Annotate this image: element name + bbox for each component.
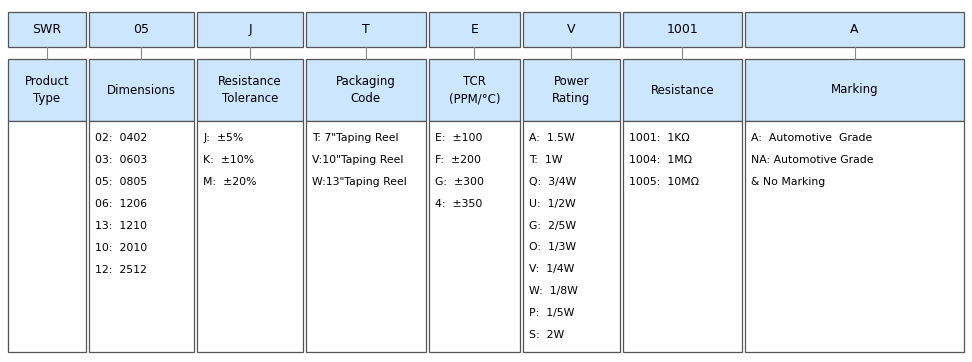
Text: SWR: SWR bbox=[32, 23, 61, 36]
FancyBboxPatch shape bbox=[8, 121, 86, 352]
Text: V: V bbox=[567, 23, 575, 36]
FancyBboxPatch shape bbox=[8, 12, 86, 47]
Text: G:  2/5W: G: 2/5W bbox=[529, 220, 576, 231]
Text: J: J bbox=[248, 23, 252, 36]
FancyBboxPatch shape bbox=[429, 59, 520, 121]
Text: E: E bbox=[470, 23, 478, 36]
FancyBboxPatch shape bbox=[746, 12, 964, 47]
FancyBboxPatch shape bbox=[306, 59, 426, 121]
Text: O:  1/3W: O: 1/3W bbox=[529, 243, 576, 252]
Text: M:  ±20%: M: ±20% bbox=[203, 177, 257, 187]
Text: T:  1W: T: 1W bbox=[529, 155, 563, 165]
FancyBboxPatch shape bbox=[429, 121, 520, 352]
FancyBboxPatch shape bbox=[88, 12, 194, 47]
Text: Resistance: Resistance bbox=[650, 84, 714, 97]
FancyBboxPatch shape bbox=[622, 12, 743, 47]
FancyBboxPatch shape bbox=[523, 121, 619, 352]
Text: V:  1/4W: V: 1/4W bbox=[529, 264, 574, 274]
Text: E:  ±100: E: ±100 bbox=[434, 133, 482, 143]
FancyBboxPatch shape bbox=[197, 12, 303, 47]
FancyBboxPatch shape bbox=[306, 12, 426, 47]
FancyBboxPatch shape bbox=[622, 121, 743, 352]
Text: 05:  0805: 05: 0805 bbox=[94, 177, 147, 187]
FancyBboxPatch shape bbox=[88, 121, 194, 352]
Text: 12:  2512: 12: 2512 bbox=[94, 265, 147, 275]
FancyBboxPatch shape bbox=[88, 59, 194, 121]
Text: F:  ±200: F: ±200 bbox=[434, 155, 480, 165]
Text: Packaging
Code: Packaging Code bbox=[335, 75, 396, 105]
FancyBboxPatch shape bbox=[8, 59, 86, 121]
Text: 05: 05 bbox=[133, 23, 150, 36]
Text: Product
Type: Product Type bbox=[24, 75, 69, 105]
Text: A:  Automotive  Grade: A: Automotive Grade bbox=[751, 133, 873, 143]
FancyBboxPatch shape bbox=[306, 121, 426, 352]
FancyBboxPatch shape bbox=[429, 12, 520, 47]
Text: Dimensions: Dimensions bbox=[107, 84, 176, 97]
Text: 03:  0603: 03: 0603 bbox=[94, 155, 147, 165]
Text: W:  1/8W: W: 1/8W bbox=[529, 286, 578, 296]
FancyBboxPatch shape bbox=[197, 121, 303, 352]
Text: 1001: 1001 bbox=[667, 23, 698, 36]
Text: 10:  2010: 10: 2010 bbox=[94, 243, 147, 253]
Text: Power
Rating: Power Rating bbox=[552, 75, 591, 105]
FancyBboxPatch shape bbox=[523, 12, 619, 47]
FancyBboxPatch shape bbox=[622, 59, 743, 121]
Text: 02:  0402: 02: 0402 bbox=[94, 133, 147, 143]
Text: Resistance
Tolerance: Resistance Tolerance bbox=[219, 75, 282, 105]
Text: J:  ±5%: J: ±5% bbox=[203, 133, 244, 143]
Text: 4:  ±350: 4: ±350 bbox=[434, 199, 482, 209]
Text: 06:  1206: 06: 1206 bbox=[94, 199, 147, 209]
Text: W:13"Taping Reel: W:13"Taping Reel bbox=[312, 177, 406, 187]
Text: 1001:  1KΩ: 1001: 1KΩ bbox=[629, 133, 689, 143]
FancyBboxPatch shape bbox=[746, 59, 964, 121]
Text: G:  ±300: G: ±300 bbox=[434, 177, 484, 187]
Text: & No Marking: & No Marking bbox=[751, 177, 825, 187]
Text: Marking: Marking bbox=[831, 84, 879, 97]
FancyBboxPatch shape bbox=[197, 59, 303, 121]
Text: NA: Automotive Grade: NA: Automotive Grade bbox=[751, 155, 874, 165]
FancyBboxPatch shape bbox=[746, 121, 964, 352]
Text: Q:  3/4W: Q: 3/4W bbox=[529, 177, 576, 187]
Text: T: 7"Taping Reel: T: 7"Taping Reel bbox=[312, 133, 399, 143]
Text: P:  1/5W: P: 1/5W bbox=[529, 308, 574, 318]
Text: K:  ±10%: K: ±10% bbox=[203, 155, 255, 165]
FancyBboxPatch shape bbox=[523, 59, 619, 121]
Text: T: T bbox=[362, 23, 369, 36]
Text: TCR
(PPM/°C): TCR (PPM/°C) bbox=[449, 75, 501, 105]
Text: U:  1/2W: U: 1/2W bbox=[529, 199, 576, 209]
Text: 13:  1210: 13: 1210 bbox=[94, 221, 147, 231]
Text: V:10"Taping Reel: V:10"Taping Reel bbox=[312, 155, 403, 165]
Text: S:  2W: S: 2W bbox=[529, 330, 565, 340]
Text: A:  1.5W: A: 1.5W bbox=[529, 133, 575, 143]
Text: A: A bbox=[850, 23, 859, 36]
Text: 1004:  1MΩ: 1004: 1MΩ bbox=[629, 155, 691, 165]
Text: 1005:  10MΩ: 1005: 10MΩ bbox=[629, 177, 699, 187]
